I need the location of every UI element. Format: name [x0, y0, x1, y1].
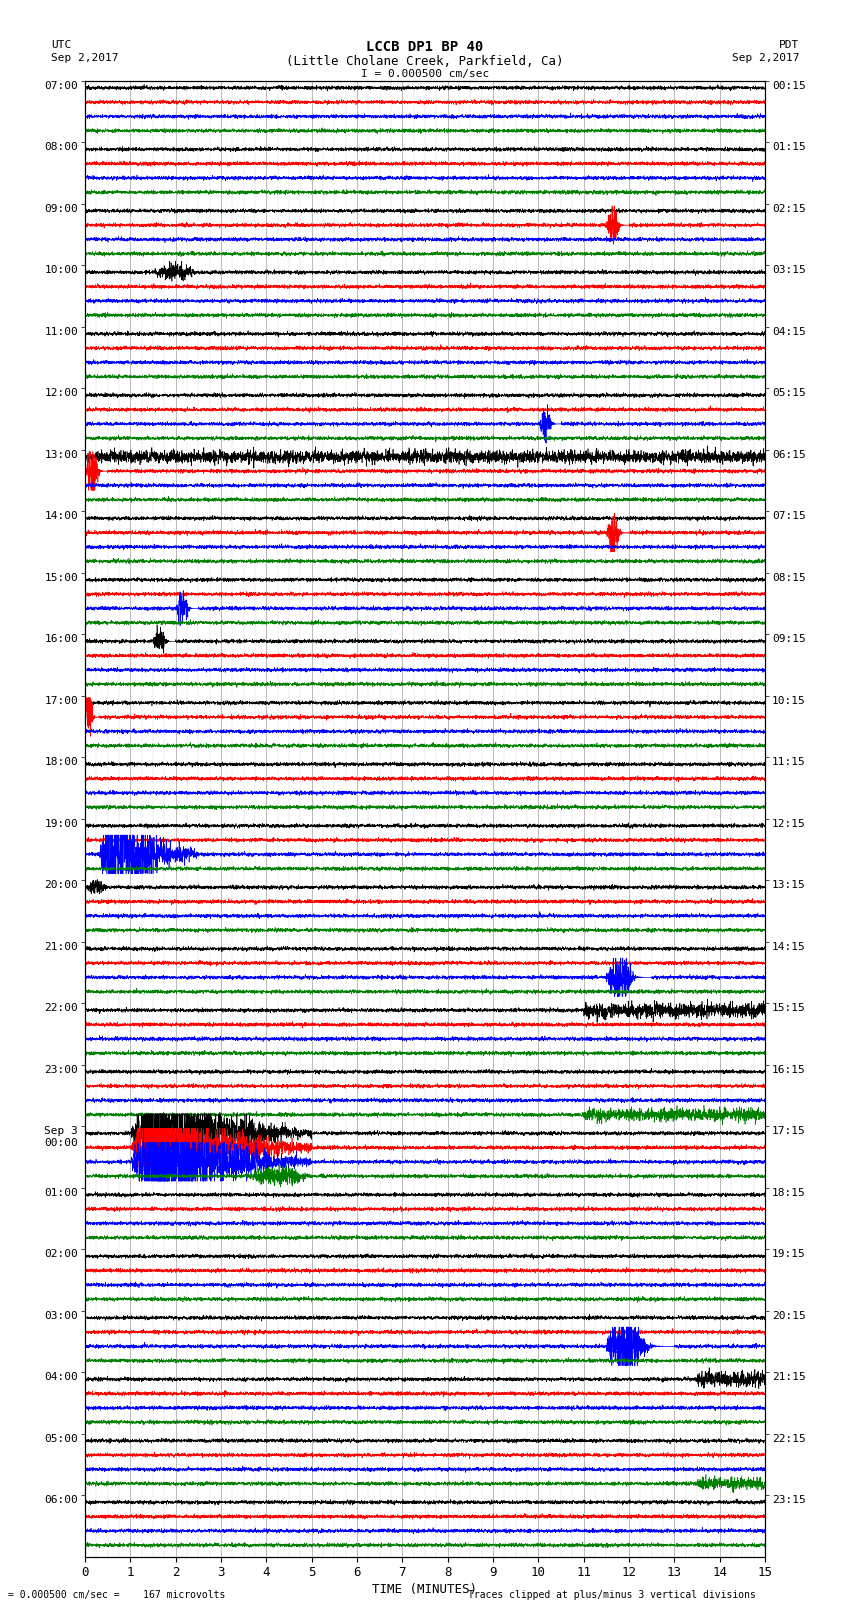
Text: Sep 2,2017: Sep 2,2017 — [51, 53, 118, 63]
Text: Sep 2,2017: Sep 2,2017 — [732, 53, 799, 63]
Text: (Little Cholane Creek, Parkfield, Ca): (Little Cholane Creek, Parkfield, Ca) — [286, 55, 564, 68]
Text: UTC: UTC — [51, 40, 71, 50]
Text: Traces clipped at plus/minus 3 vertical divisions: Traces clipped at plus/minus 3 vertical … — [468, 1590, 756, 1600]
Text: = 0.000500 cm/sec =    167 microvolts: = 0.000500 cm/sec = 167 microvolts — [8, 1590, 226, 1600]
Text: I = 0.000500 cm/sec: I = 0.000500 cm/sec — [361, 69, 489, 79]
X-axis label: TIME (MINUTES): TIME (MINUTES) — [372, 1584, 478, 1597]
Text: PDT: PDT — [779, 40, 799, 50]
Text: LCCB DP1 BP 40: LCCB DP1 BP 40 — [366, 40, 484, 55]
